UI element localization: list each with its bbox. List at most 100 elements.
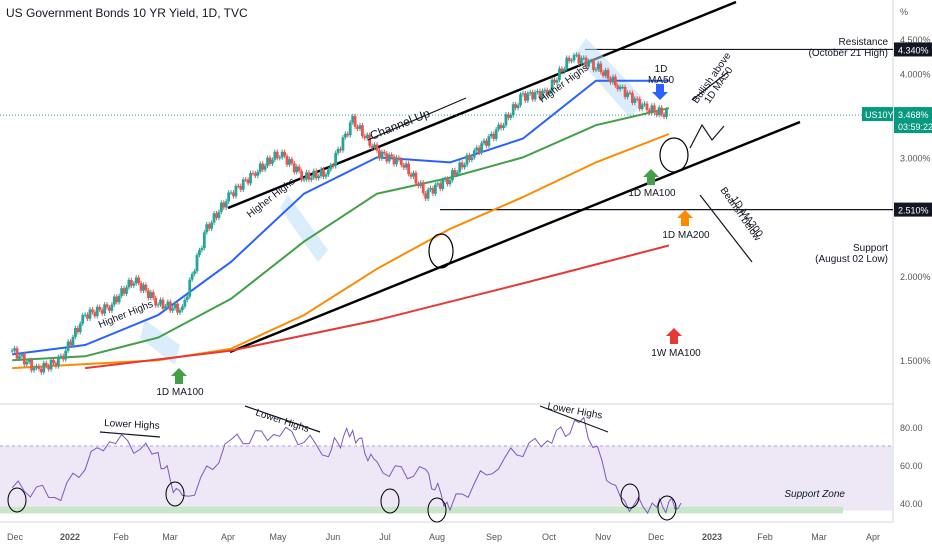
candle-body: [497, 124, 501, 130]
candle-body: [448, 180, 452, 185]
candle-body: [278, 157, 282, 159]
candle-body: [370, 145, 374, 148]
candle-body: [261, 163, 265, 170]
candle-body: [343, 133, 347, 138]
resistance-badge-bg: [894, 42, 932, 57]
candle-body: [506, 114, 510, 118]
candle-body: [538, 90, 542, 99]
candle-body: [489, 133, 493, 137]
candle-body: [482, 140, 486, 144]
candle-body: [584, 57, 588, 67]
candle-body: [268, 157, 272, 164]
time-tick-label: Jun: [326, 532, 341, 542]
rsi-tick-label: 60.00: [900, 461, 923, 471]
support-badge-bg: [894, 202, 932, 217]
candle-body: [436, 183, 440, 185]
candle-body: [217, 211, 221, 218]
candle-body: [433, 184, 437, 194]
candle-body: [392, 156, 396, 165]
candle-body: [178, 310, 182, 313]
time-tick-label: Jul: [379, 532, 391, 542]
candle-body: [575, 54, 578, 56]
ma200-arrow: [677, 210, 693, 226]
candle-body: [88, 309, 92, 319]
candle-body: [166, 301, 170, 307]
candle-body: [244, 179, 248, 181]
candle-body: [611, 76, 615, 83]
candle-body: [20, 354, 24, 357]
candle-body: [499, 124, 503, 129]
projection-zigzag: [689, 123, 725, 149]
candle-body: [397, 157, 401, 160]
candle-body: [188, 279, 192, 297]
candle-body: [431, 188, 435, 194]
candle-body: [492, 133, 496, 139]
time-tick-label: Mar: [162, 532, 178, 542]
candle-body: [108, 307, 111, 311]
ma200-label: 1D MA200: [662, 230, 710, 241]
candle-body: [592, 61, 595, 70]
candle-body: [567, 57, 571, 62]
time-tick-label: Apr: [221, 532, 235, 542]
candle-body: [341, 137, 345, 151]
candle-body: [224, 201, 228, 208]
candle-body: [339, 148, 342, 151]
rsi-low-circle: [620, 483, 640, 509]
resistance-label: Resistance: [839, 37, 889, 48]
candle-body: [302, 179, 306, 181]
candle-body: [494, 129, 498, 139]
candle-body: [458, 162, 462, 173]
candle-body: [219, 202, 223, 212]
candle-body: [205, 224, 209, 233]
candle-body: [378, 150, 381, 159]
candle-body: [322, 169, 325, 177]
candle-body: [137, 277, 141, 284]
candle-body: [181, 306, 184, 311]
time-tick-label: Feb: [113, 532, 129, 542]
candle-body: [613, 76, 617, 86]
price-tick-label: 1.500%: [900, 356, 931, 366]
lower-highs-label-1: Lower Highs: [104, 418, 160, 432]
price-badge: 03:59:22: [898, 122, 932, 132]
ma100-arrow-1: [171, 368, 187, 384]
candle-body: [545, 89, 549, 94]
candle-body: [555, 79, 559, 83]
candle-body: [635, 98, 639, 100]
rsi-tick-label: 80.00: [900, 423, 923, 433]
candle-body: [426, 189, 430, 199]
candle-body: [251, 173, 255, 175]
candle-body: [348, 122, 352, 136]
candle-body: [652, 105, 656, 113]
channel-arrow: [367, 97, 467, 141]
candle-body: [78, 323, 82, 333]
candle-body: [144, 284, 148, 291]
candle-body: [139, 283, 143, 291]
price-badge: 3.468%: [898, 110, 929, 120]
candle-body: [589, 61, 593, 63]
candle-body: [236, 185, 240, 187]
candle-body: [149, 292, 153, 299]
chart-title: US Government Bonds 10 YR Yield, 1D, TVC: [6, 6, 248, 20]
candle-body: [419, 182, 423, 187]
resistance-sub-label: (October 21 High): [809, 48, 888, 59]
candle-body: [468, 155, 471, 160]
candle-body: [288, 159, 291, 165]
candle-body: [25, 361, 29, 365]
candle-body: [120, 288, 124, 296]
candle-body: [103, 304, 106, 314]
candle-body: [640, 104, 644, 109]
ma-line-1d-ma50: [12, 79, 669, 356]
candle-body: [271, 159, 274, 164]
candle-body: [52, 359, 55, 364]
rsi-line: [11, 416, 682, 515]
candle-body: [95, 306, 99, 317]
candle-body: [56, 356, 60, 367]
candle-body: [594, 69, 598, 71]
candle-body: [665, 109, 668, 117]
candle-body: [399, 159, 403, 165]
candle-body: [543, 89, 547, 91]
time-tick-label: Dec: [7, 532, 24, 542]
candle-body: [648, 110, 651, 113]
